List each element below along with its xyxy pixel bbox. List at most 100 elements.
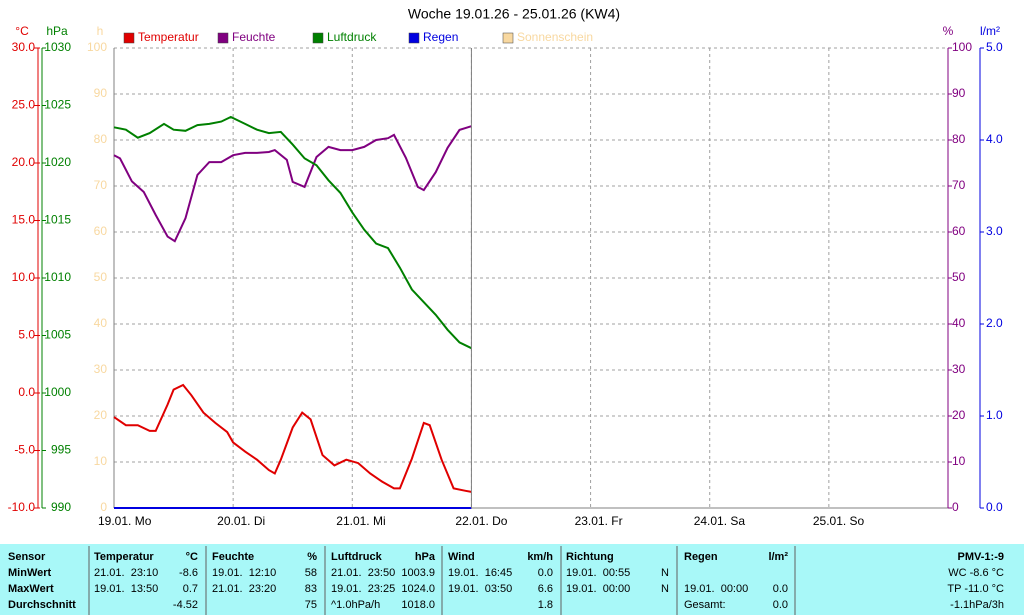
table-cell: N	[661, 567, 669, 579]
table-cell: -1.1hPa/3h	[950, 599, 1004, 611]
y-tick-label: 50	[952, 270, 966, 284]
legend-label: Sonnenschein	[517, 30, 593, 44]
y-tick-label: 0	[952, 500, 959, 514]
table-cell: 21.01. 23:10	[94, 567, 158, 579]
table-background	[0, 544, 1024, 615]
x-tick-label: 23.01. Fr	[575, 514, 623, 528]
y-tick-label: 1025	[44, 98, 71, 112]
table-cell: TP -11.0 °C	[947, 583, 1004, 595]
y-tick-label: 0.0	[986, 500, 1003, 514]
y-tick-label: 30.0	[12, 40, 36, 54]
legend-label: Luftdruck	[327, 30, 377, 44]
y-tick-label: 60	[952, 224, 966, 238]
table-cell: 19.01. 00:55	[566, 567, 630, 579]
y-tick-label: 40	[94, 316, 108, 330]
x-tick-label: 24.01. Sa	[694, 514, 746, 528]
table-cell: 0.7	[183, 583, 198, 595]
header-cell: Luftdruck	[331, 551, 383, 563]
header-cell: Regen	[684, 551, 718, 563]
legend-swatch	[217, 32, 229, 44]
table-cell: 1018.0	[401, 599, 435, 611]
x-tick-label: 22.01. Do	[455, 514, 507, 528]
table-cell: 1003.9	[401, 567, 435, 579]
y-tick-label: 10	[94, 454, 108, 468]
table-cell: 0.0	[773, 599, 788, 611]
table-cell: -4.52	[173, 599, 198, 611]
y-tick-label: 100	[87, 40, 107, 54]
y-tick-label: -10.0	[8, 500, 36, 514]
row-label: MaxWert	[8, 583, 54, 595]
legend-swatch	[123, 32, 135, 44]
y-tick-label: 70	[94, 178, 108, 192]
table-cell: 1024.0	[401, 583, 435, 595]
axis-label: l/m²	[980, 24, 1000, 38]
axis-label: %	[943, 24, 954, 38]
header-cell: Feuchte	[212, 551, 254, 563]
y-tick-label: 80	[94, 132, 108, 146]
header-cell: Temperatur	[94, 551, 154, 563]
y-tick-label: 995	[51, 443, 71, 457]
y-tick-label: 4.0	[986, 132, 1003, 146]
header-cell: °C	[186, 551, 198, 563]
header-cell: PMV-1:-9	[958, 551, 1004, 563]
header-cell: km/h	[527, 551, 553, 563]
table-cell: 21.01. 23:20	[212, 583, 276, 595]
axis-label: hPa	[46, 24, 68, 38]
y-tick-label: 20	[952, 408, 966, 422]
series-line	[113, 115, 472, 350]
table-cell: 19.01. 00:00	[684, 583, 748, 595]
table-cell: 0.0	[773, 583, 788, 595]
table-cell: 19.01. 12:10	[212, 567, 276, 579]
axis-label: °C	[15, 24, 29, 38]
table-cell: WC -8.6 °C	[948, 567, 1004, 579]
x-tick-label: 19.01. Mo	[98, 514, 152, 528]
y-tick-label: 3.0	[986, 224, 1003, 238]
table-cell: Gesamt:	[684, 599, 726, 611]
y-tick-label: 30	[94, 362, 108, 376]
y-tick-label: 2.0	[986, 316, 1003, 330]
header-cell: %	[307, 551, 317, 563]
y-tick-label: 0	[100, 500, 107, 514]
legend-swatch	[408, 32, 420, 44]
x-tick-label: 21.01. Mi	[336, 514, 385, 528]
y-tick-label: 30	[952, 362, 966, 376]
header-cell: hPa	[415, 551, 436, 563]
y-tick-label: 70	[952, 178, 966, 192]
table-cell: 19.01. 00:00	[566, 583, 630, 595]
table-cell: -8.6	[179, 567, 198, 579]
table-cell: 19.01. 03:50	[448, 583, 512, 595]
header-cell: Sensor	[8, 551, 46, 563]
series-line	[113, 125, 472, 243]
y-tick-label: 90	[94, 86, 108, 100]
table-cell: N	[661, 583, 669, 595]
legend-label: Regen	[423, 30, 458, 44]
y-tick-label: 1015	[44, 213, 71, 227]
y-tick-label: 990	[51, 500, 71, 514]
y-tick-label: 10.0	[12, 270, 36, 284]
y-tick-label: 25.0	[12, 98, 36, 112]
y-tick-label: 1030	[44, 40, 71, 54]
header-cell: Richtung	[566, 551, 614, 563]
y-tick-label: 90	[952, 86, 966, 100]
y-tick-label: 40	[952, 316, 966, 330]
y-tick-label: 15.0	[12, 213, 36, 227]
legend-swatch	[502, 32, 514, 44]
legend-label: Temperatur	[138, 30, 199, 44]
series-line	[113, 383, 472, 493]
y-tick-label: 80	[952, 132, 966, 146]
summary-table: Sensor Temperatur °C Feuchte% Luftdruck hPa Wi…	[8, 546, 1004, 615]
legend-label: Feuchte	[232, 30, 276, 44]
chart-title: Woche 19.01.26 - 25.01.26 (KW4)	[408, 6, 620, 22]
table-cell: 58	[305, 567, 317, 579]
table-cell: 21.01. 23:50	[331, 567, 395, 579]
table-cell: 75	[305, 599, 317, 611]
y-tick-label: 5.0	[986, 40, 1003, 54]
table-cell: 19.01. 16:45	[448, 567, 512, 579]
y-tick-label: 0.0	[18, 385, 35, 399]
y-tick-label: 1010	[44, 270, 71, 284]
y-tick-label: 10	[952, 454, 966, 468]
y-tick-label: 1000	[44, 385, 71, 399]
table-cell: 19.01. 13:50	[94, 583, 158, 595]
